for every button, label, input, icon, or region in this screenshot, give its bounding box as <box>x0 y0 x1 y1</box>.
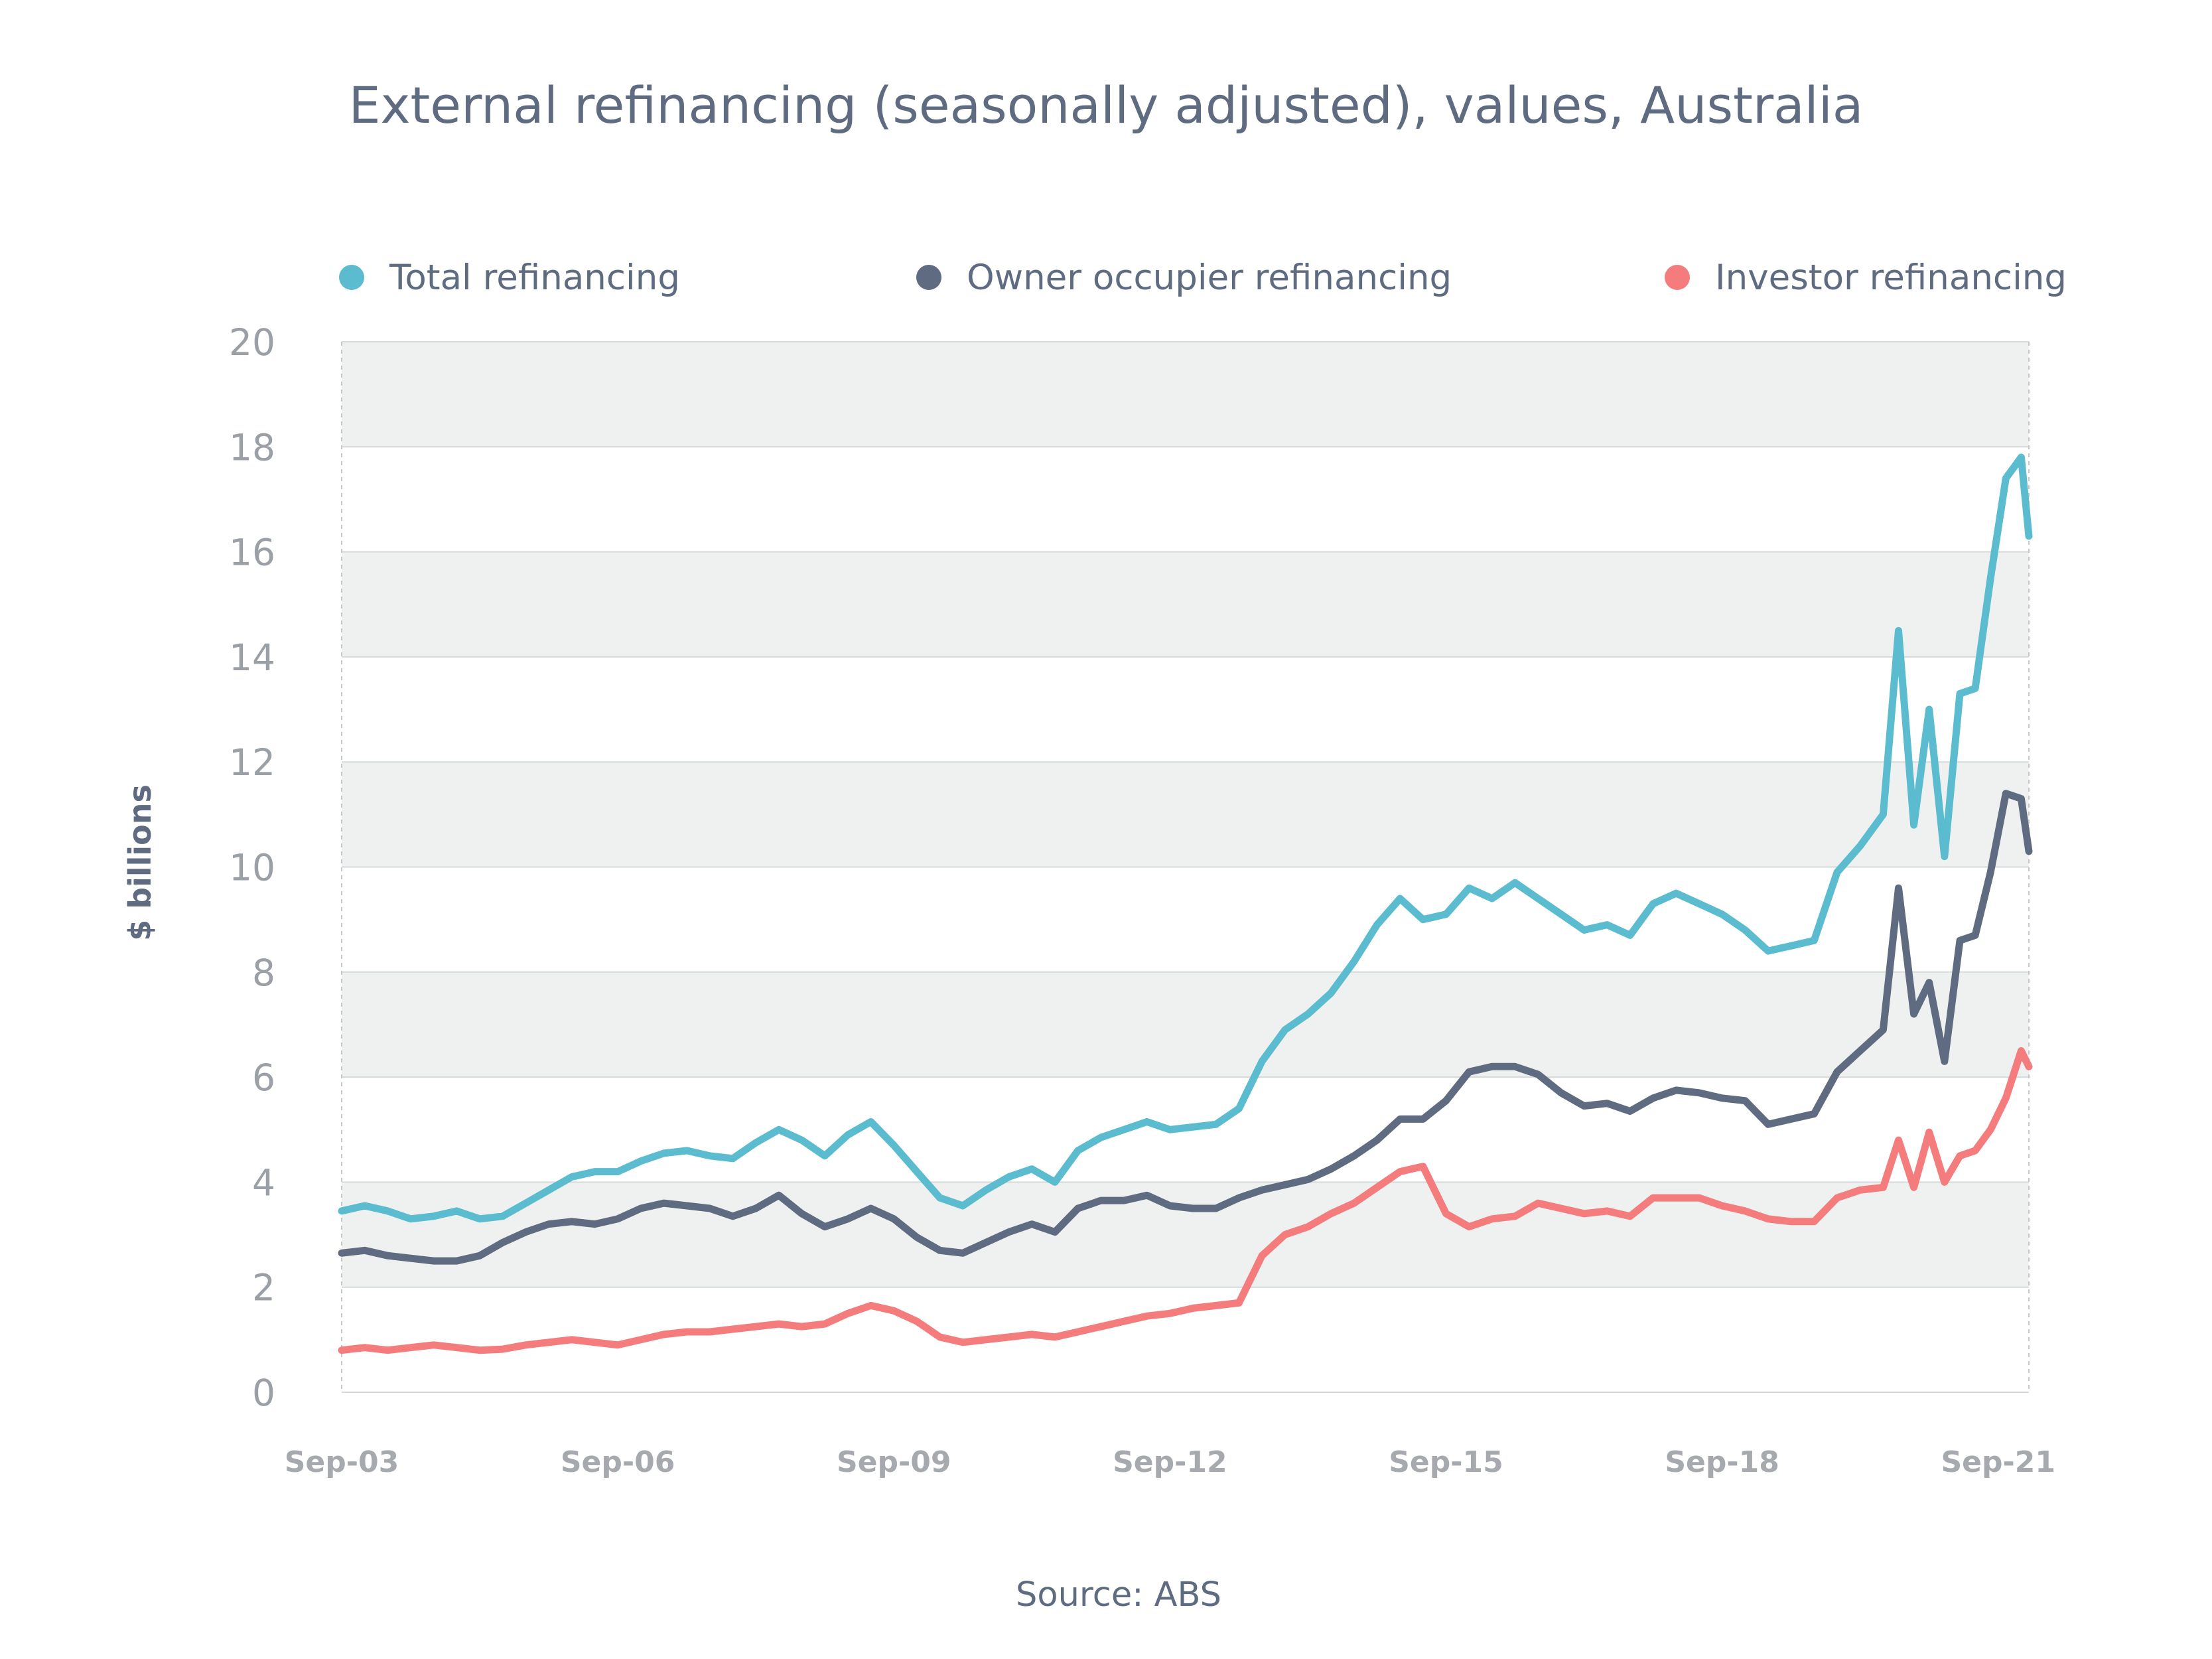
y-tick-label: 14 <box>229 636 275 679</box>
series-lines <box>338 453 2033 1354</box>
plot-band <box>342 762 2029 867</box>
y-tick-label: 0 <box>252 1372 275 1414</box>
y-tick-label: 10 <box>229 847 275 889</box>
x-tick-label: Sep-21 <box>1941 1445 2055 1479</box>
y-axis-label: $ billions <box>122 784 158 941</box>
x-tick-label: Sep-09 <box>837 1445 951 1479</box>
y-tick-label: 16 <box>229 532 275 574</box>
plot-band <box>342 1182 2029 1287</box>
x-axis: Sep-03 Sep-06 Sep-09 Sep-12 Sep-15 Sep-18 Sep-… <box>285 1445 2055 1479</box>
legend-marker-owner-occupier-refinancing <box>916 265 941 290</box>
plot-background <box>342 342 2029 1287</box>
y-tick-label: 12 <box>229 741 275 784</box>
legend-label-owner-occupier-refinancing: Owner occupier refinancing <box>967 257 1452 298</box>
source-note: Source: ABS <box>1016 1575 1221 1615</box>
y-tick-label: 18 <box>229 426 275 469</box>
y-tick-label: 4 <box>252 1161 275 1204</box>
plot-band <box>342 551 2029 657</box>
legend-label-total-refinancing: Total refinancing <box>389 257 680 298</box>
x-tick-label: Sep-12 <box>1113 1445 1227 1479</box>
x-tick-label: Sep-15 <box>1389 1445 1503 1479</box>
legend-marker-investor-refinancing <box>1665 265 1690 290</box>
y-axis: 0 2 4 6 8 10 12 14 16 18 20 <box>229 321 275 1414</box>
x-tick-label: Sep-18 <box>1665 1445 1779 1479</box>
gridlines <box>341 341 2030 1393</box>
series-line-total-refinancing <box>338 453 2033 1223</box>
series-line-owner-occupier-refinancing <box>338 790 2033 1265</box>
legend-label-investor-refinancing: Investor refinancing <box>1715 257 2067 298</box>
plot-band <box>342 972 2029 1078</box>
series-line-investor-refinancing <box>338 1047 2033 1354</box>
plot-band <box>342 342 2029 447</box>
x-tick-label: Sep-03 <box>285 1445 399 1479</box>
legend: Total refinancing Owner occupier refinanc… <box>339 257 2067 298</box>
y-tick-label: 2 <box>252 1267 275 1309</box>
y-tick-label: 6 <box>252 1056 275 1099</box>
legend-marker-total-refinancing <box>339 265 364 290</box>
x-tick-label: Sep-06 <box>561 1445 675 1479</box>
y-tick-label: 8 <box>252 952 275 994</box>
y-tick-label: 20 <box>229 321 275 364</box>
chart-title: External refinancing (seasonally adjuste… <box>349 76 1864 135</box>
